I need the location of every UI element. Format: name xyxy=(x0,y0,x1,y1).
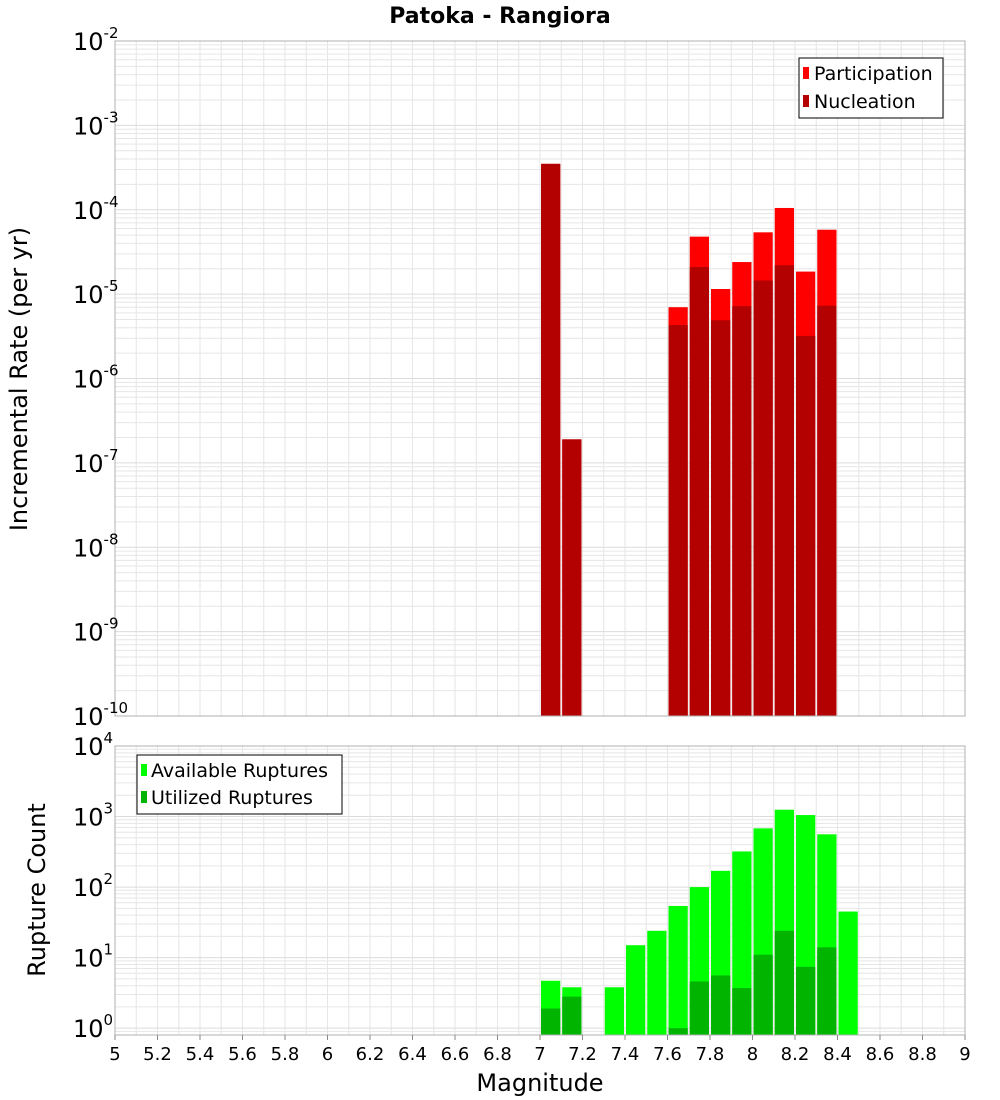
bottom-bar-available-ruptures xyxy=(604,987,624,1035)
x-tick-label: 7 xyxy=(534,1044,545,1065)
bottom-bar-utilized-ruptures xyxy=(689,981,709,1035)
top-bar-nucleation xyxy=(774,265,794,716)
x-tick-label: 5.8 xyxy=(271,1044,300,1065)
bottom-bar-utilized-ruptures xyxy=(711,975,731,1035)
top-y-tick-label: 10-10 xyxy=(73,699,128,731)
top-y-tick-label: 10-7 xyxy=(73,446,119,478)
chart-title: Patoka - Rangiora xyxy=(389,4,610,29)
bottom-bar-utilized-ruptures xyxy=(753,954,773,1035)
bottom-y-tick-label: 100 xyxy=(73,1011,113,1043)
bottom-y-axis-label: Rupture Count xyxy=(23,803,51,977)
x-tick-label: 5.2 xyxy=(143,1044,172,1065)
bottom-bar-available-ruptures xyxy=(668,905,688,1035)
top-bar-nucleation xyxy=(689,266,709,716)
bottom-y-tick-label: 102 xyxy=(73,870,113,902)
top-bar-nucleation xyxy=(711,320,731,716)
x-axis-label: Magnitude xyxy=(476,1069,603,1097)
bottom-legend-box xyxy=(136,754,343,815)
x-tick-label: 5.4 xyxy=(186,1044,215,1065)
bottom-bar-utilized-ruptures xyxy=(562,996,582,1035)
bottom-bar-utilized-ruptures xyxy=(668,1028,688,1035)
legend-participation-label: Participation xyxy=(814,63,933,85)
bottom-bar-utilized-ruptures xyxy=(732,988,752,1035)
x-tick-label: 8.6 xyxy=(866,1044,895,1065)
x-tick-label: 7.2 xyxy=(568,1044,597,1065)
x-tick-label: 8.2 xyxy=(781,1044,810,1065)
bottom-bar-available-ruptures xyxy=(647,930,667,1035)
x-tick-labels: 5 5.2 5.4 5.6 5.8 6 6.2 6.4 6.6 6.8 7 7.2 7.4 7.6 7.8 8… xyxy=(109,1035,971,1065)
x-tick-label: 5 xyxy=(109,1044,120,1065)
x-tick-label: 9 xyxy=(959,1044,970,1065)
bottom-y-tick-label: 101 xyxy=(73,941,113,973)
bottom-y-tick-label: 103 xyxy=(73,800,113,832)
top-plot-frame xyxy=(114,40,966,717)
top-bar-nucleation xyxy=(796,335,816,716)
top-bar-nucleation xyxy=(753,280,773,716)
x-tick-label: 6.8 xyxy=(483,1044,512,1065)
x-tick-label: 7.8 xyxy=(696,1044,725,1065)
top-legend-box xyxy=(798,57,944,119)
top-bar-nucleation xyxy=(562,439,582,716)
x-tick-label: 5.6 xyxy=(228,1044,257,1065)
x-tick-label: 7.4 xyxy=(611,1044,640,1065)
top-bar-nucleation xyxy=(668,325,688,716)
legend-available-label: Available Ruptures xyxy=(151,760,328,782)
bottom-bar-utilized-ruptures xyxy=(817,947,837,1035)
legend-utilized-label: Utilized Ruptures xyxy=(151,787,313,809)
top-grid xyxy=(114,40,966,717)
legend-participation-swatch xyxy=(803,67,809,79)
top-bar-nucleation xyxy=(732,306,752,716)
bottom-legend: Available Ruptures Utilized Ruptures xyxy=(136,754,343,815)
bottom-bars xyxy=(541,809,858,1035)
top-y-tick-label: 10-2 xyxy=(73,24,119,56)
x-tick-label: 6.4 xyxy=(398,1044,427,1065)
bottom-bar-utilized-ruptures xyxy=(796,966,816,1035)
top-panel: 10-2 10-3 10-4 10-5 10-6 10-7 10-8 10-9 10-10 In… xyxy=(5,24,966,731)
x-tick-label: 6 xyxy=(322,1044,333,1065)
legend-nucleation-label: Nucleation xyxy=(814,91,916,113)
x-tick-label: 8 xyxy=(747,1044,758,1065)
top-y-tick-label: 10-8 xyxy=(73,530,119,562)
top-y-tick-label: 10-4 xyxy=(73,193,119,225)
x-tick-label: 8.8 xyxy=(908,1044,937,1065)
bottom-bar-available-ruptures xyxy=(838,911,858,1035)
top-bar-nucleation xyxy=(541,163,561,717)
bottom-y-tick-labels: 104 103 102 101 100 xyxy=(73,729,113,1043)
bottom-bar-utilized-ruptures xyxy=(774,930,794,1035)
top-bars xyxy=(541,163,837,717)
bottom-panel: 104 103 102 101 100 Rupture Count Available … xyxy=(23,729,966,1043)
top-y-tick-label: 10-9 xyxy=(73,615,119,647)
legend-nucleation-swatch xyxy=(803,95,809,107)
legend-available-swatch xyxy=(141,764,147,776)
x-tick-label: 6.2 xyxy=(356,1044,385,1065)
top-y-tick-label: 10-3 xyxy=(73,108,119,140)
top-y-tick-label: 10-5 xyxy=(73,277,119,309)
legend-utilized-swatch xyxy=(141,791,147,803)
top-legend: Participation Nucleation xyxy=(798,57,944,119)
x-tick-label: 8.4 xyxy=(823,1044,852,1065)
bottom-y-tick-label: 104 xyxy=(73,729,113,761)
bottom-bar-utilized-ruptures xyxy=(541,1008,561,1035)
bottom-bar-available-ruptures xyxy=(626,945,646,1035)
top-bar-nucleation xyxy=(817,305,837,716)
top-y-tick-label: 10-6 xyxy=(73,362,119,394)
x-tick-label: 7.6 xyxy=(653,1044,682,1065)
x-tick-label: 6.6 xyxy=(441,1044,470,1065)
top-y-axis-label: Incremental Rate (per yr) xyxy=(5,227,33,531)
